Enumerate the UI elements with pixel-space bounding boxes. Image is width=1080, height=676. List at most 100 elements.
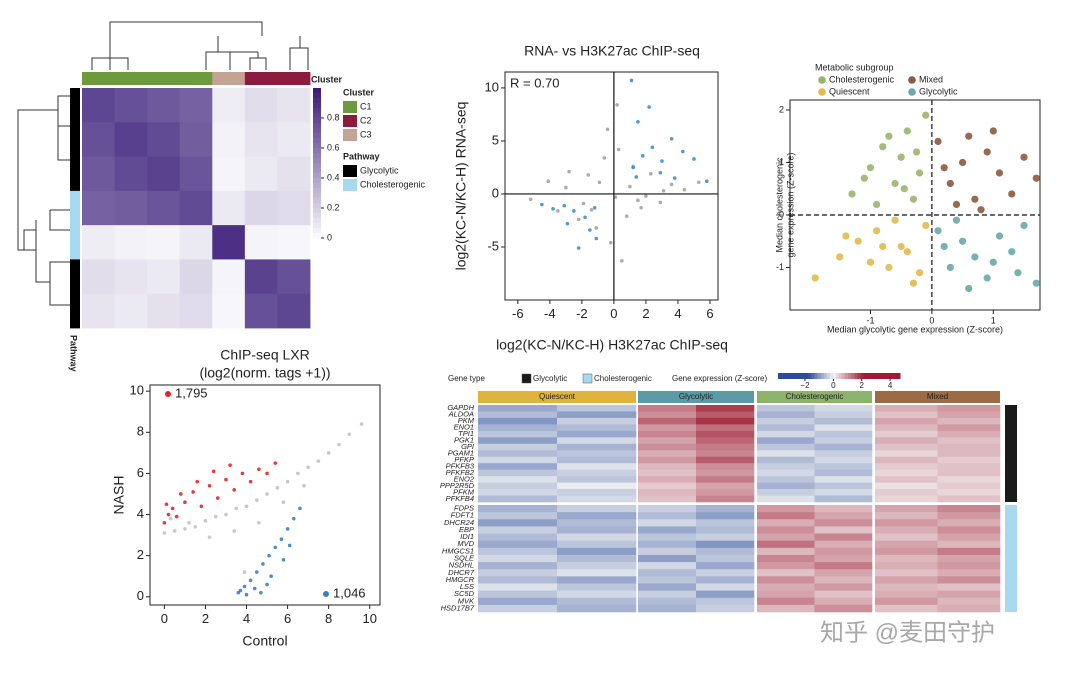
colorbar-step xyxy=(313,208,321,214)
heatmap-cell xyxy=(696,437,755,445)
point xyxy=(605,127,610,132)
colorbar-tick-label: 0 xyxy=(327,232,332,242)
heatmap-cell xyxy=(212,156,246,192)
heatmap-cell xyxy=(875,456,938,464)
colorbar-step xyxy=(793,373,797,379)
colorbar-step xyxy=(829,373,834,379)
legend-label: C1 xyxy=(360,101,372,111)
point xyxy=(1014,269,1022,277)
heatmap-cell xyxy=(814,450,873,458)
heatmap-cell xyxy=(875,463,938,470)
point xyxy=(164,502,169,507)
heatmap-cell xyxy=(244,259,278,295)
heatmap-cell xyxy=(478,437,558,445)
colorbar-step xyxy=(790,373,794,379)
heatmap-cell xyxy=(212,225,246,260)
heatmap-cell xyxy=(557,469,637,477)
heatmap-cell xyxy=(814,604,873,613)
heatmap-cell xyxy=(638,590,697,599)
point xyxy=(977,206,985,214)
heatmap-cell xyxy=(875,450,938,458)
heatmap-cell xyxy=(814,469,873,477)
heatmap-cell xyxy=(638,583,697,591)
point xyxy=(959,158,967,167)
heatmap-cell xyxy=(179,225,213,260)
gene-label: MVD xyxy=(457,539,474,548)
pathway-bar xyxy=(70,259,80,295)
legend-swatch xyxy=(521,373,532,384)
point xyxy=(215,496,220,500)
point xyxy=(195,479,200,484)
point xyxy=(1020,153,1028,161)
heatmap-cell xyxy=(557,597,637,606)
heatmap-cell xyxy=(82,190,115,226)
colorbar-step xyxy=(890,373,895,379)
point xyxy=(232,488,236,492)
point xyxy=(191,490,195,494)
point xyxy=(615,103,619,107)
point xyxy=(916,269,924,277)
colorbar-step xyxy=(313,228,321,234)
x-tick-label: 6 xyxy=(706,306,713,321)
point xyxy=(162,531,167,535)
colorbar-step xyxy=(820,373,825,379)
heatmap-cell xyxy=(638,450,697,458)
point xyxy=(636,198,640,203)
point xyxy=(946,179,954,188)
heatmap-cell xyxy=(244,122,278,157)
point xyxy=(597,180,602,185)
x-tick-label: 1 xyxy=(991,316,996,326)
point xyxy=(261,562,265,566)
heatmap-cell xyxy=(696,489,755,496)
group-label: Cholesterogenic xyxy=(786,392,844,401)
gene-label: LSS xyxy=(460,582,474,591)
heatmap-cell xyxy=(557,495,637,503)
heatmap-cell xyxy=(212,259,246,295)
point xyxy=(648,172,653,176)
colorbar-step xyxy=(835,373,840,379)
point xyxy=(273,545,278,550)
heatmap-cell xyxy=(114,293,148,329)
heatmap-cell xyxy=(478,405,558,412)
heatmap-cell xyxy=(937,547,1001,556)
point xyxy=(170,506,175,511)
heatmap-cell xyxy=(814,590,873,599)
heatmap-cell xyxy=(696,495,755,503)
heatmap-cell xyxy=(696,411,755,419)
heatmap-cell xyxy=(638,456,697,464)
x-tick-label: 4 xyxy=(243,611,250,626)
heatmap-cell xyxy=(937,417,1001,425)
heatmap-cell xyxy=(696,443,755,451)
heatmap-cell xyxy=(937,512,1001,520)
colorbar-step xyxy=(313,148,321,154)
heatmap-cell xyxy=(814,476,873,483)
chart-title: RNA- vs H3K27ac ChIP-seq xyxy=(524,43,700,59)
heatmap-cell xyxy=(875,469,938,477)
legend-label: Quiescent xyxy=(829,86,870,96)
point xyxy=(1020,221,1028,230)
heatmap-cell xyxy=(212,88,246,123)
x-axis-label: log2(KC-N/KC-H) H3K27ac ChIP-seq xyxy=(496,337,728,353)
heatmap-cell xyxy=(696,417,755,425)
point xyxy=(281,500,286,504)
heatmap-cell xyxy=(696,505,755,513)
gene-label: PGK1 xyxy=(454,436,474,445)
heatmap-cell xyxy=(277,122,311,157)
heatmap-cell xyxy=(557,526,637,534)
point xyxy=(279,537,284,542)
heatmap-cell xyxy=(114,156,148,192)
heatmap-cell xyxy=(244,293,278,329)
point xyxy=(254,570,259,574)
gene-label: HSD17B7 xyxy=(441,603,475,612)
point xyxy=(903,248,911,256)
heatmap-cell xyxy=(875,519,938,527)
point xyxy=(528,197,533,202)
heatmap-cell xyxy=(557,456,637,464)
heatmap-cell xyxy=(937,456,1001,464)
colorbar-step xyxy=(869,373,874,379)
gene-label: HMGCS1 xyxy=(442,546,474,555)
point xyxy=(168,516,173,521)
point xyxy=(207,535,212,539)
heatmap-cell xyxy=(757,443,815,451)
point xyxy=(1008,248,1016,256)
